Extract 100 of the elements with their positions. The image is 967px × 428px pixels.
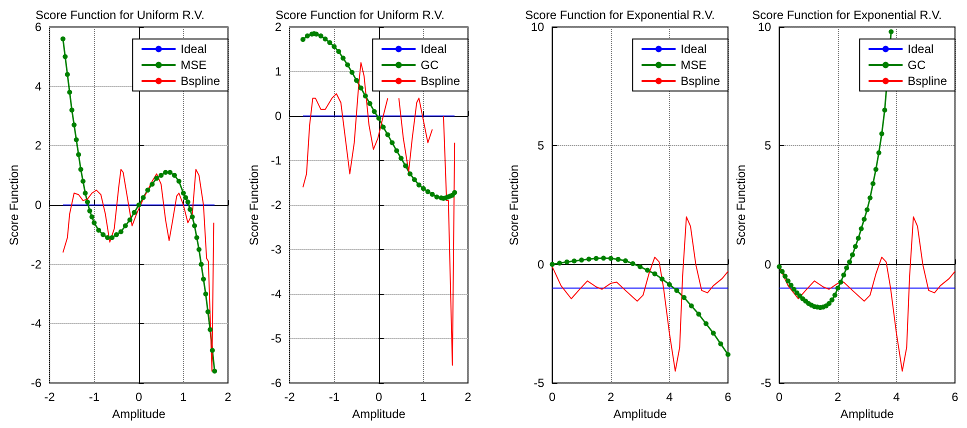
point: [718, 341, 724, 346]
point: [332, 44, 337, 50]
point: [780, 268, 785, 274]
point: [696, 312, 702, 317]
point: [72, 122, 77, 128]
point: [203, 292, 208, 296]
point: [208, 327, 213, 332]
point: [452, 190, 458, 196]
point: [829, 297, 834, 302]
point: [69, 108, 74, 113]
y-tick-label: -5: [270, 332, 282, 346]
chart-title: Score Function for Uniform R.V.: [36, 8, 204, 22]
point: [862, 216, 867, 222]
legend-label: MSE: [180, 58, 207, 72]
point: [858, 226, 864, 232]
legend-label: Ideal: [420, 42, 447, 56]
point: [180, 190, 186, 196]
point: [154, 176, 160, 181]
point: [300, 36, 306, 42]
point: [390, 140, 395, 146]
point: [367, 101, 372, 106]
point: [879, 131, 884, 136]
point: [327, 40, 332, 46]
point: [89, 214, 94, 220]
point: [412, 177, 417, 182]
point: [682, 295, 687, 300]
point: [688, 303, 694, 308]
point: [210, 348, 215, 353]
chart-title: Score Function for Exponential R.V.: [752, 8, 942, 22]
chart-title: Score Function for Uniform R.V.: [276, 8, 444, 22]
point: [172, 172, 177, 178]
point: [183, 195, 188, 200]
point: [856, 236, 861, 241]
point: [608, 256, 614, 261]
y-tick-label: 0: [274, 109, 282, 123]
point: [64, 72, 70, 77]
legend-label: Bspline: [680, 74, 720, 88]
point: [832, 292, 838, 298]
point: [194, 235, 200, 240]
point: [794, 290, 800, 296]
x-tick-label: 4: [893, 390, 900, 404]
point: [630, 261, 636, 266]
point: [786, 278, 791, 284]
y-tick-label: -2: [270, 198, 282, 212]
point: [586, 256, 592, 262]
x-tick-label: 4: [666, 390, 674, 404]
y-axis-title: Score Function: [7, 164, 21, 246]
point: [62, 54, 68, 60]
point: [100, 232, 106, 238]
point: [850, 252, 855, 258]
x-tick-label: 1: [180, 390, 188, 404]
y-axis-title: Score Function: [247, 164, 261, 246]
point: [622, 258, 628, 264]
point: [704, 321, 709, 326]
x-axis-title: Amplitude: [613, 406, 668, 421]
point: [318, 33, 324, 38]
y-tick-label: 5: [764, 138, 772, 153]
y-tick-label: 1: [274, 64, 282, 78]
point: [844, 265, 850, 270]
point: [430, 192, 435, 197]
point: [198, 262, 204, 267]
point: [158, 172, 164, 178]
y-tick-label: 10: [530, 20, 545, 34]
point: [572, 258, 577, 264]
point: [726, 352, 730, 358]
point: [212, 368, 218, 374]
x-tick-label: 2: [464, 390, 472, 404]
y-tick-label: -3: [270, 242, 282, 256]
y-tick-label: 4: [34, 79, 42, 94]
point: [847, 259, 852, 264]
point: [564, 259, 570, 264]
point: [150, 182, 155, 187]
x-tick-label: 2: [607, 390, 614, 404]
point: [403, 163, 408, 168]
point: [188, 206, 193, 212]
y-tick-label: -6: [30, 376, 42, 390]
y-tick-label: 0: [764, 257, 772, 272]
y-tick-label: 2: [34, 138, 42, 153]
y-tick-label: -1: [270, 154, 282, 168]
point: [868, 195, 873, 200]
x-tick-label: 0: [776, 390, 783, 404]
point: [358, 85, 364, 90]
legend-label: Ideal: [908, 42, 934, 56]
point: [674, 288, 680, 293]
y-tick-label: 2: [274, 20, 282, 34]
chart-title: Score Function for Exponential R.V.: [525, 8, 715, 22]
point: [601, 256, 606, 261]
x-tick-label: 1: [420, 390, 428, 404]
point: [841, 272, 846, 278]
point: [176, 178, 182, 184]
point: [192, 223, 198, 228]
y-tick-label: -6: [270, 376, 282, 390]
y-tick-label: -2: [30, 257, 42, 272]
point: [92, 220, 97, 226]
point: [791, 286, 796, 292]
point: [873, 166, 878, 172]
point: [579, 258, 584, 263]
y-tick-label: 0: [34, 198, 42, 212]
point: [74, 137, 79, 142]
point: [882, 108, 888, 113]
